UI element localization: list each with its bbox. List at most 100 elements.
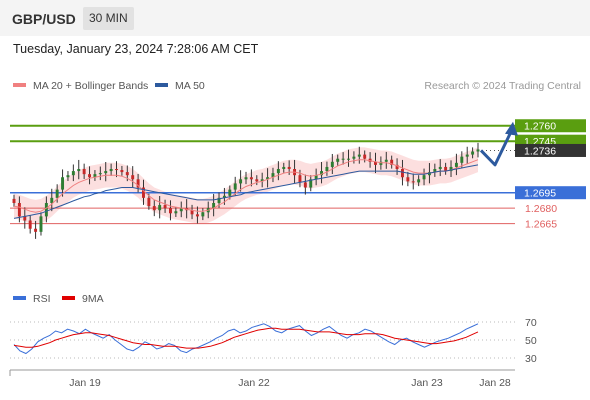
candle-body xyxy=(325,166,329,172)
candle-body xyxy=(39,216,43,232)
candle-body xyxy=(12,198,16,203)
rsi-ma-line xyxy=(13,327,479,349)
candle-body xyxy=(384,159,388,162)
level-label-1.2760: 1.2760 xyxy=(524,121,556,133)
candle-body xyxy=(433,169,437,173)
candle-body xyxy=(449,166,453,172)
candle-body xyxy=(174,211,178,214)
rsi-tick-70: 70 xyxy=(525,317,537,329)
candle-body xyxy=(195,214,199,217)
level-tag-1.2695 xyxy=(515,186,586,200)
candle-body xyxy=(276,169,280,174)
candle-body xyxy=(190,210,194,215)
candle-body xyxy=(374,161,377,165)
candle-body xyxy=(125,172,129,176)
candle-body xyxy=(255,179,259,182)
candle-body xyxy=(222,195,226,198)
x-tick-label: Jan 28 xyxy=(479,377,511,389)
level-label-1.2695: 1.2695 xyxy=(524,188,556,200)
candle-body xyxy=(88,174,92,178)
candle-body xyxy=(411,181,415,183)
candle-body xyxy=(347,158,350,160)
rsi-tick-50: 50 xyxy=(525,335,537,347)
candle-body xyxy=(152,206,156,211)
forecast-arrow xyxy=(479,131,513,167)
candle-body xyxy=(23,216,27,221)
candle-body xyxy=(201,212,205,217)
candle-body xyxy=(271,173,275,178)
ma20-line xyxy=(13,159,479,213)
candle-body xyxy=(168,208,172,214)
candle-body xyxy=(406,177,410,182)
candle-body xyxy=(136,179,140,188)
instrument-title: GBP/USD xyxy=(12,11,76,27)
candle-body xyxy=(471,151,475,155)
candle-body xyxy=(142,187,145,198)
candle-body xyxy=(104,171,108,174)
candle-body xyxy=(147,197,151,207)
candle-body xyxy=(330,161,334,167)
candle-body xyxy=(395,164,399,170)
candle-body xyxy=(34,228,38,232)
candle-body xyxy=(82,169,86,175)
candle-body xyxy=(438,166,442,170)
candle-body xyxy=(320,171,324,176)
legend-label-ma20: MA 20 + Bollinger Bands xyxy=(33,80,149,92)
legend-item-ma20: MA 20 + Bollinger Bands xyxy=(13,80,148,92)
candle-body xyxy=(212,202,216,209)
candle-body xyxy=(390,159,394,165)
level-label-1.2680: 1.2680 xyxy=(525,203,557,215)
level-tag-1.2760 xyxy=(515,119,586,133)
candle-body xyxy=(287,166,291,170)
candle-body xyxy=(115,169,118,171)
candle-body xyxy=(476,149,480,152)
legend-label-ma50: MA 50 xyxy=(175,80,205,92)
candle-body xyxy=(303,182,307,188)
forecast-arrowhead xyxy=(505,121,518,136)
candle-body xyxy=(55,189,59,198)
x-tick-label: Jan 22 xyxy=(238,377,270,389)
rsi-legend-swatch xyxy=(13,296,26,301)
candle-body xyxy=(352,156,356,159)
candle-body xyxy=(309,179,313,188)
candle-body xyxy=(282,166,286,170)
candle-body xyxy=(363,154,367,159)
candle-body xyxy=(422,175,426,180)
timeframe-badge[interactable]: 30 MIN xyxy=(83,7,134,30)
candle-body xyxy=(454,162,458,167)
candle-body xyxy=(336,158,340,162)
x-tick-label: Jan 23 xyxy=(411,377,443,389)
level-label-1.2736: 1.2736 xyxy=(524,145,556,157)
candle-body xyxy=(368,158,372,162)
candle-body xyxy=(50,197,54,203)
candle-body xyxy=(341,158,345,160)
candle-body xyxy=(460,156,464,163)
candle-body xyxy=(66,175,70,178)
legend-swatch-ma20 xyxy=(13,83,26,88)
level-tag-1.2736 xyxy=(515,143,586,157)
rsi-ma-legend-label: 9MA xyxy=(82,293,104,305)
candle-body xyxy=(71,171,75,176)
candle-body xyxy=(44,202,48,217)
candle-body xyxy=(239,179,243,184)
ma50-line xyxy=(13,164,479,219)
candle-body xyxy=(298,175,302,183)
candle-body xyxy=(266,177,270,180)
candle-body xyxy=(217,197,221,203)
candle-body xyxy=(17,202,21,217)
candle-body xyxy=(379,161,383,165)
candle-body xyxy=(28,220,32,229)
candle-body xyxy=(400,169,404,178)
rsi-ma-legend-item: 9MA xyxy=(62,293,104,305)
candle-body xyxy=(77,169,81,172)
candle-body xyxy=(314,175,318,180)
rsi-line xyxy=(13,323,479,355)
candle-body xyxy=(260,179,264,182)
rsi-tick-30: 30 xyxy=(525,353,537,365)
timestamp: Tuesday, January 23, 2024 7:28:06 AM CET xyxy=(13,42,259,56)
legend-swatch-ma50 xyxy=(155,83,168,88)
candle-body xyxy=(98,173,102,175)
candle-body xyxy=(417,179,421,183)
candle-body xyxy=(244,177,248,180)
